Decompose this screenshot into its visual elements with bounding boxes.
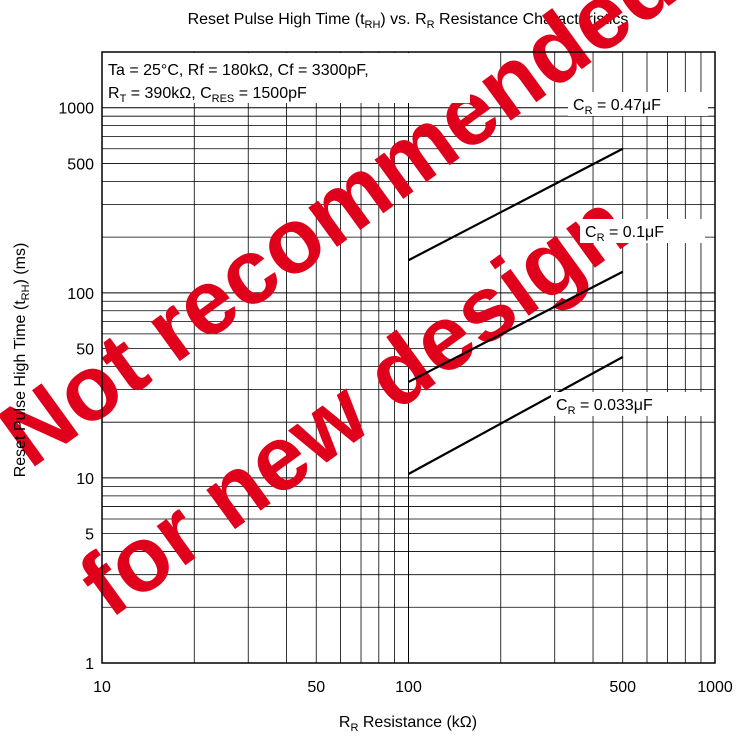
y-tick-label: 1000 (58, 101, 94, 118)
y-tick-label: 10 (76, 471, 94, 488)
x-tick-label: 50 (307, 679, 325, 696)
y-tick-label: 50 (76, 342, 94, 359)
series-label-bg (580, 219, 705, 243)
series-group (407, 147, 624, 475)
y-tick-label: 100 (67, 286, 94, 303)
series-label-bg (568, 92, 708, 116)
y-axis-title: Reset Pulse High Time (tRH) (ms) (12, 243, 32, 478)
series-line (407, 356, 624, 475)
series-label: CR = 0.47μF (573, 97, 661, 117)
series-line (407, 270, 624, 383)
x-tick-label: 100 (395, 679, 422, 696)
plot-frame (101, 51, 716, 664)
x-tick-label: 10 (93, 679, 111, 696)
x-tick-labels: 10 50 100 500 1000 (93, 679, 733, 696)
y-tick-labels: 1 5 10 50 100 500 1000 (58, 101, 94, 673)
y-tick-label: 5 (85, 527, 94, 544)
series-label: CR = 0.1μF (585, 224, 664, 244)
conditions-line-2: RT = 390kΩ, CRES = 1500pF (108, 85, 307, 105)
x-axis-title: RR Resistance (kΩ) (339, 714, 477, 734)
series-label-bg (551, 392, 703, 416)
conditions-line-1: Ta = 25°C, Rf = 180kΩ, Cf = 3300pF, (108, 62, 369, 79)
chart-title: Reset Pulse High Time (tRH) vs. RR Resis… (188, 11, 629, 31)
series-line (407, 147, 624, 262)
y-tick-label: 1 (85, 656, 94, 673)
conditions-box (103, 53, 470, 103)
y-tick-label: 500 (67, 156, 94, 173)
series-label: CR = 0.033μF (556, 397, 653, 417)
x-tick-label: 1000 (697, 679, 733, 696)
x-tick-label: 500 (609, 679, 636, 696)
series-labels: CR = 0.47μF CR = 0.1μF CR = 0.033μF (551, 92, 708, 417)
